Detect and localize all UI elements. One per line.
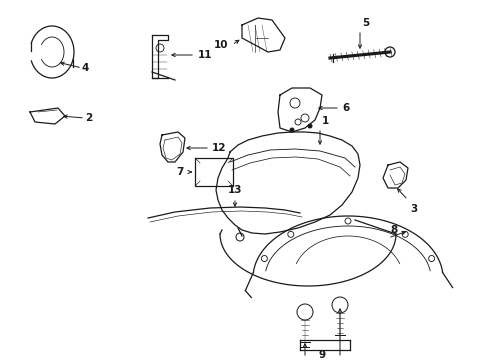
Bar [195,158,232,186]
Text: 7: 7 [176,167,183,177]
Text: 4: 4 [82,63,89,73]
Text: 13: 13 [227,185,242,195]
Text: 8: 8 [389,225,396,235]
Text: 12: 12 [212,143,226,153]
Circle shape [307,123,312,129]
Circle shape [289,127,294,132]
Text: 1: 1 [321,116,328,126]
Text: 3: 3 [409,204,416,214]
Text: 11: 11 [198,50,212,60]
Text: 2: 2 [85,113,92,123]
Text: 9: 9 [318,350,325,360]
Text: 6: 6 [341,103,348,113]
Text: 5: 5 [361,18,368,28]
Text: 10: 10 [213,40,227,50]
